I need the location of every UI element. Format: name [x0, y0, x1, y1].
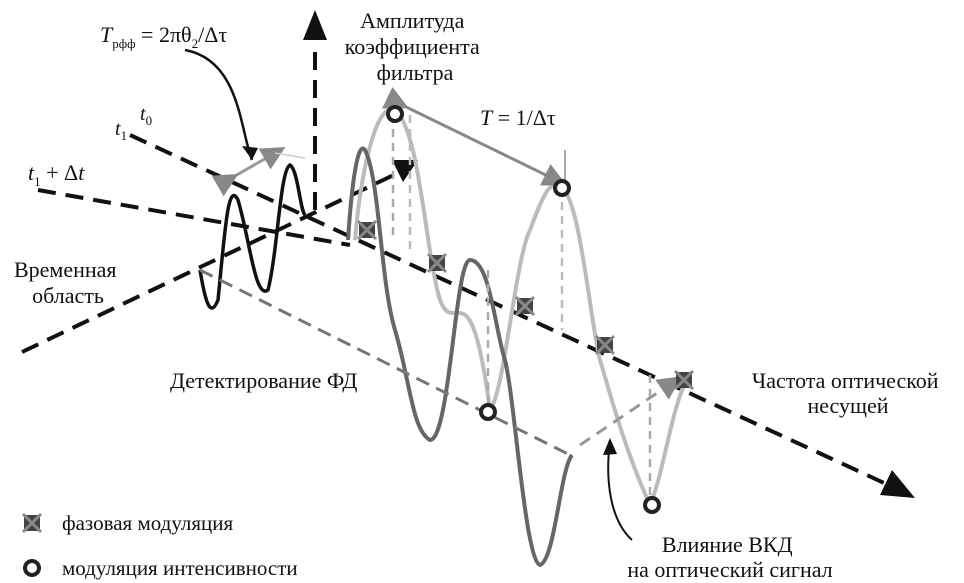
t1-label: t1 — [115, 118, 127, 143]
phase-marker-4 — [594, 334, 616, 356]
trff-leader — [184, 48, 254, 161]
trff-label: Tрфф = 2πθ2/Δτ — [100, 22, 227, 51]
t0-label: t0 — [140, 103, 152, 128]
legend: фазовая модуляция модуляция интенсивност… — [21, 511, 298, 580]
cd-return-line — [579, 376, 682, 447]
t1-dt-axis — [37, 188, 351, 247]
amplitude-label: Амплитуда коэффициента фильтра — [345, 8, 486, 85]
trff-ref-line — [274, 152, 306, 159]
pd-detection-line — [199, 268, 571, 457]
legend-intensity-text: модуляция интенсивности — [62, 556, 298, 580]
light-gray-wave — [353, 107, 692, 510]
trff-leader-head — [242, 146, 258, 160]
cd-leader-head — [603, 438, 617, 455]
t1-dt-label: t1 + Δt — [28, 160, 85, 189]
phase-marker-2 — [426, 252, 448, 274]
phase-marker-1 — [356, 219, 378, 241]
period-arrow — [381, 86, 567, 186]
optical-carrier-arrowhead — [880, 470, 915, 498]
amplitude-axis-arrowhead — [303, 10, 327, 40]
time-domain-wave — [198, 162, 307, 310]
time-domain-axis — [21, 170, 401, 354]
phase-marker-5 — [673, 369, 695, 391]
dark-gray-wave — [346, 146, 574, 568]
period-label: T = 1/Δτ — [480, 105, 556, 130]
intensity-marker-2 — [553, 179, 571, 197]
pd-detection-label: Детектирование ФД — [170, 368, 357, 393]
legend-phase-marker — [21, 512, 43, 534]
intensity-marker-3 — [479, 403, 497, 421]
legend-phase-text: фазовая модуляция — [62, 511, 234, 535]
cd-effect-label: Влияние ВКД на оптический сигнал — [627, 532, 832, 582]
legend-intensity-marker — [23, 559, 41, 577]
optical-carrier-label: Частота оптической несущей — [752, 368, 944, 418]
time-domain-label: Временная область — [14, 257, 122, 308]
intensity-marker-4 — [643, 496, 661, 514]
trff-span-arrow — [211, 147, 286, 197]
intensity-marker-1 — [386, 105, 404, 123]
phase-marker-3 — [514, 295, 536, 317]
